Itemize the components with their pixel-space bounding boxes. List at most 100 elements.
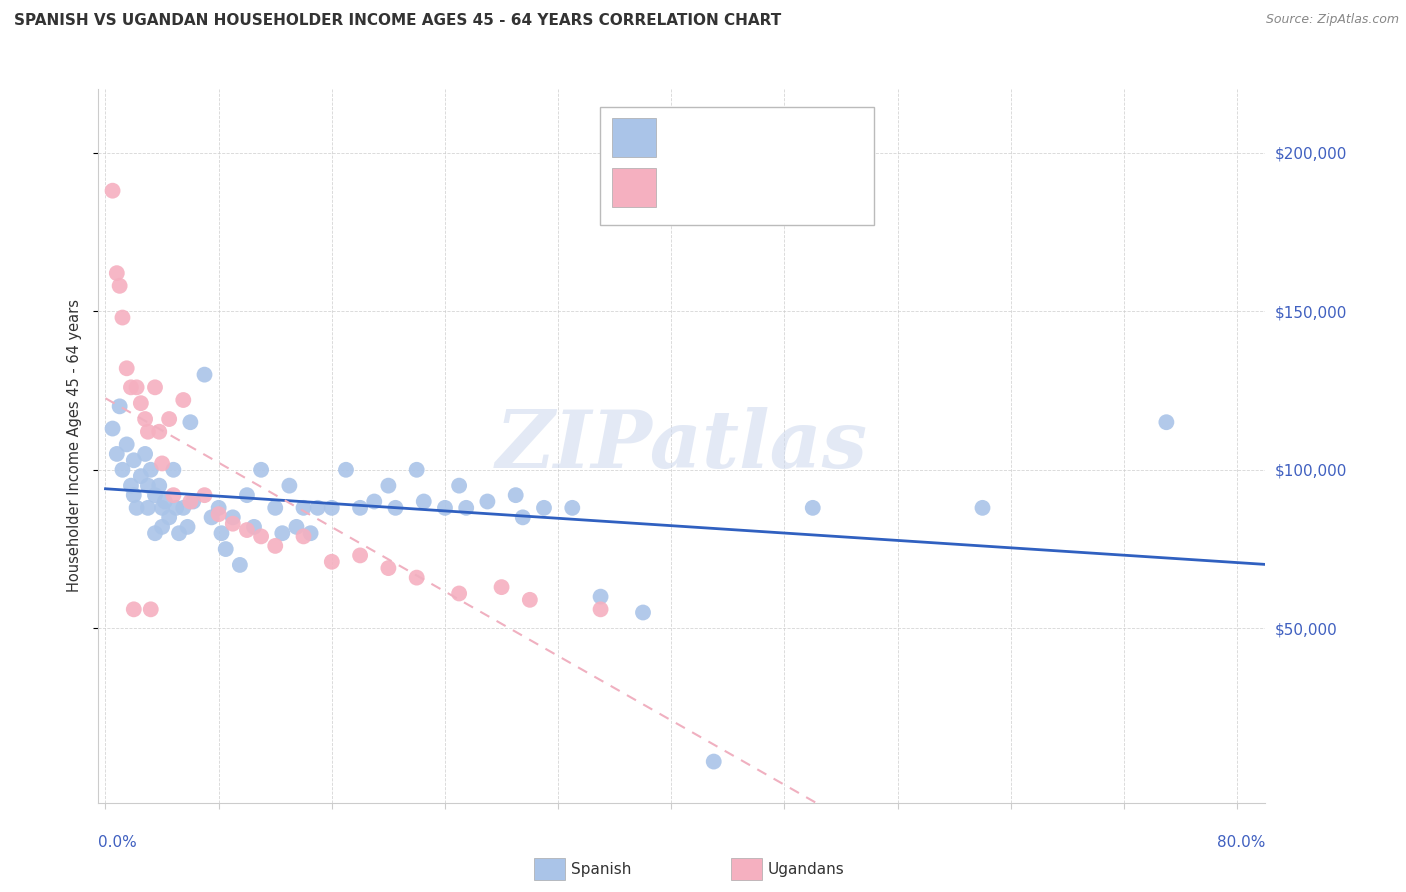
- Point: [200, 510, 222, 524]
- Point: [157, 510, 180, 524]
- Text: N =: N =: [790, 128, 824, 144]
- Point: [512, 510, 534, 524]
- Text: SPANISH VS UGANDAN HOUSEHOLDER INCOME AGES 45 - 64 YEARS CORRELATION CHART: SPANISH VS UGANDAN HOUSEHOLDER INCOME AG…: [14, 13, 782, 29]
- Point: [222, 510, 245, 524]
- Text: Source: ZipAtlas.com: Source: ZipAtlas.com: [1265, 13, 1399, 27]
- Point: [449, 478, 471, 492]
- Point: [122, 602, 145, 616]
- Point: [505, 488, 527, 502]
- Point: [703, 755, 725, 769]
- Point: [377, 561, 399, 575]
- Point: [412, 494, 434, 508]
- Point: [120, 478, 142, 492]
- Text: 80.0%: 80.0%: [1218, 836, 1265, 850]
- Point: [179, 415, 201, 429]
- FancyBboxPatch shape: [600, 107, 875, 225]
- Point: [292, 500, 315, 515]
- Point: [153, 494, 176, 508]
- Point: [122, 488, 145, 502]
- Point: [321, 500, 343, 515]
- Point: [179, 494, 201, 508]
- Point: [111, 463, 134, 477]
- Point: [589, 590, 612, 604]
- Point: [134, 412, 156, 426]
- Point: [125, 500, 148, 515]
- Point: [176, 520, 198, 534]
- Point: [125, 380, 148, 394]
- Point: [972, 500, 994, 515]
- Text: -0.066: -0.066: [714, 128, 769, 144]
- Point: [172, 392, 194, 407]
- Point: [264, 539, 287, 553]
- Point: [193, 488, 215, 502]
- Point: [292, 529, 315, 543]
- Point: [136, 500, 159, 515]
- Point: [208, 507, 231, 521]
- Point: [236, 523, 259, 537]
- Point: [167, 526, 190, 541]
- Point: [111, 310, 134, 325]
- Point: [165, 500, 187, 515]
- Text: 34: 34: [837, 178, 859, 194]
- Point: [162, 463, 184, 477]
- Point: [208, 500, 231, 515]
- Point: [533, 500, 555, 515]
- Point: [349, 549, 371, 563]
- Point: [150, 520, 173, 534]
- Text: ZIPatlas: ZIPatlas: [496, 408, 868, 484]
- Point: [321, 555, 343, 569]
- Point: [271, 526, 294, 541]
- Point: [181, 494, 204, 508]
- Text: -0.169: -0.169: [714, 178, 769, 194]
- Point: [405, 463, 427, 477]
- Point: [491, 580, 513, 594]
- Point: [335, 463, 357, 477]
- Point: [285, 520, 308, 534]
- Point: [108, 400, 131, 414]
- Text: R =: R =: [668, 128, 702, 144]
- Point: [134, 447, 156, 461]
- Point: [299, 526, 322, 541]
- Point: [105, 266, 128, 280]
- Point: [150, 500, 173, 515]
- Bar: [612, 168, 657, 207]
- Point: [105, 447, 128, 461]
- Point: [1156, 415, 1178, 429]
- Point: [148, 478, 170, 492]
- Point: [236, 488, 259, 502]
- Point: [143, 526, 166, 541]
- Point: [139, 602, 162, 616]
- Text: Spanish: Spanish: [571, 863, 631, 877]
- Point: [477, 494, 499, 508]
- Point: [215, 542, 238, 557]
- Point: [143, 380, 166, 394]
- Point: [307, 500, 329, 515]
- Bar: [612, 118, 657, 157]
- Point: [384, 500, 406, 515]
- Point: [211, 526, 233, 541]
- Point: [136, 425, 159, 439]
- Text: R =: R =: [668, 178, 702, 194]
- Point: [136, 478, 159, 492]
- Point: [801, 500, 824, 515]
- Point: [631, 606, 654, 620]
- Point: [148, 425, 170, 439]
- Point: [278, 478, 301, 492]
- Text: 66: 66: [837, 128, 859, 144]
- Point: [143, 488, 166, 502]
- Point: [456, 500, 478, 515]
- Point: [115, 437, 138, 451]
- Point: [264, 500, 287, 515]
- Point: [377, 478, 399, 492]
- Point: [405, 571, 427, 585]
- Point: [101, 421, 124, 435]
- Point: [162, 488, 184, 502]
- Point: [349, 500, 371, 515]
- Text: 0.0%: 0.0%: [98, 836, 138, 850]
- Point: [433, 500, 456, 515]
- Point: [122, 453, 145, 467]
- Point: [250, 463, 273, 477]
- Point: [449, 586, 471, 600]
- Point: [150, 457, 173, 471]
- Point: [561, 500, 583, 515]
